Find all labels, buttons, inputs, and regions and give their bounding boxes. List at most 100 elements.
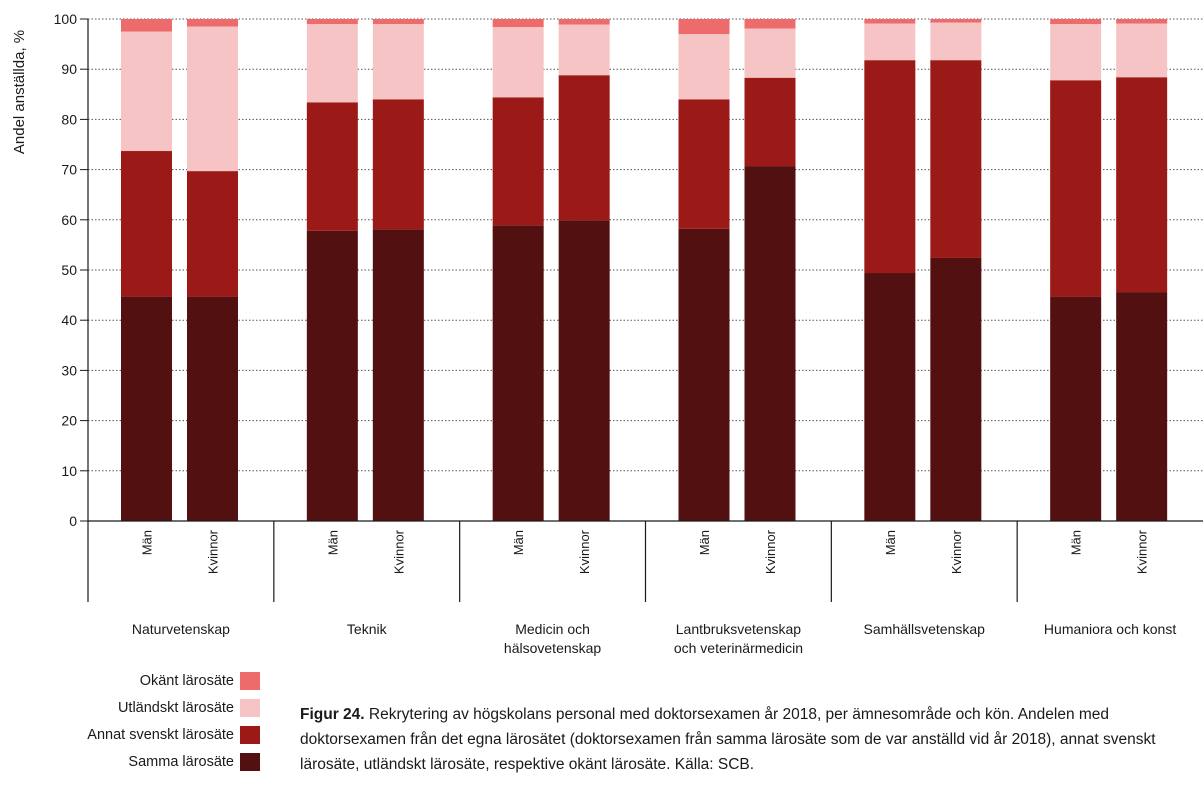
x-labels: Män Kvinnor Naturvetenskap Män Kvinnor Teknik… bbox=[132, 529, 1176, 656]
legend-item: Okänt lärosäte bbox=[40, 672, 270, 692]
y-tick-label: 40 bbox=[61, 312, 77, 328]
legend-label: Samma lärosäte bbox=[128, 754, 234, 770]
x-group-label: Humaniora och konst bbox=[1044, 621, 1176, 637]
y-tick-label: 30 bbox=[61, 362, 77, 378]
y-tick-label: 70 bbox=[61, 162, 77, 178]
y-ticks: 0 10 20 30 40 50 60 70 80 90 100 bbox=[54, 11, 88, 529]
bar-segment bbox=[678, 99, 730, 229]
bar-segment bbox=[1116, 292, 1168, 521]
bar-segment bbox=[864, 60, 916, 274]
bar-segment bbox=[372, 19, 424, 25]
bar-segment bbox=[744, 166, 796, 521]
x-group-label: Samhällsvetenskap bbox=[864, 621, 986, 637]
bar-segment bbox=[930, 60, 982, 258]
bar-segment bbox=[864, 23, 916, 61]
bar-segment bbox=[930, 22, 982, 61]
x-subcategory-label: Kvinnor bbox=[949, 529, 964, 574]
bar-segment bbox=[306, 102, 358, 231]
bar-segment bbox=[1050, 296, 1102, 521]
x-subcategory-label: Kvinnor bbox=[206, 529, 221, 574]
bar-segment bbox=[930, 19, 982, 23]
x-subcategory-label: Män bbox=[1069, 530, 1084, 555]
x-group-label: Naturvetenskap bbox=[132, 621, 230, 637]
x-subcategory-label: Män bbox=[325, 530, 340, 555]
legend-swatch bbox=[240, 672, 260, 690]
x-group-label: Lantbruksvetenskap bbox=[676, 621, 802, 637]
x-subcategory-label: Kvinnor bbox=[577, 529, 592, 574]
bar-segment bbox=[558, 75, 610, 221]
bar-segment bbox=[492, 27, 544, 98]
bar-segment bbox=[678, 19, 730, 35]
legend-swatch bbox=[240, 753, 260, 771]
bar-segment bbox=[558, 24, 610, 76]
bar-segment bbox=[678, 34, 730, 100]
figure-caption: Figur 24. Rekrytering av högskolans pers… bbox=[300, 702, 1190, 777]
legend-label: Annat svenskt lärosäte bbox=[87, 727, 234, 743]
legend-swatch bbox=[240, 726, 260, 744]
bar-segment bbox=[121, 19, 172, 32]
x-group-label: och veterinärmedicin bbox=[674, 640, 803, 656]
bar-segment bbox=[744, 19, 796, 29]
x-subcategory-label: Män bbox=[697, 530, 712, 555]
y-tick-label: 50 bbox=[61, 262, 77, 278]
grid-lines bbox=[88, 18, 1203, 472]
legend-label: Okänt lärosäte bbox=[139, 673, 234, 689]
y-tick-label: 20 bbox=[61, 413, 77, 429]
y-tick-label: 100 bbox=[54, 11, 78, 27]
x-subcategory-label: Kvinnor bbox=[1135, 529, 1150, 574]
x-subcategory-label: Män bbox=[511, 530, 526, 555]
bar-segment bbox=[1050, 19, 1102, 25]
bar-segment bbox=[121, 151, 172, 297]
x-subcategory-label: Män bbox=[140, 530, 155, 555]
caption-text: Rekrytering av högskolans personal med d… bbox=[300, 706, 1156, 773]
legend-item: Annat svenskt lärosäte bbox=[40, 726, 270, 746]
bar-segment bbox=[187, 171, 238, 297]
bar-segment bbox=[492, 19, 544, 28]
y-tick-label: 60 bbox=[61, 212, 77, 228]
x-subcategory-label: Män bbox=[883, 530, 898, 555]
bar-segment bbox=[372, 99, 424, 230]
bar-segment bbox=[678, 228, 730, 521]
legend-label: Utländskt lärosäte bbox=[117, 700, 234, 716]
legend-swatch bbox=[240, 699, 260, 717]
legend-item: Samma lärosäte bbox=[40, 753, 270, 773]
x-group-label: hälsovetenskap bbox=[504, 640, 602, 656]
y-tick-label: 90 bbox=[61, 61, 77, 77]
bar-segment bbox=[187, 296, 238, 521]
y-tick-label: 0 bbox=[69, 513, 77, 529]
y-tick-label: 80 bbox=[61, 111, 77, 127]
bar-segment bbox=[306, 230, 358, 521]
bars bbox=[121, 19, 1168, 521]
bar-segment bbox=[121, 296, 172, 521]
bar-segment bbox=[121, 31, 172, 152]
bar-segment bbox=[864, 19, 916, 24]
bar-segment bbox=[930, 257, 982, 521]
x-group-label: Medicin och bbox=[515, 621, 590, 637]
bar-segment bbox=[372, 229, 424, 521]
bar-segment bbox=[492, 97, 544, 226]
stacked-bar-chart: 0 10 20 30 40 50 60 70 80 90 100 Män Kvinnor Naturve… bbox=[11, 11, 1203, 656]
bar-segment bbox=[558, 220, 610, 521]
bar-segment bbox=[558, 19, 610, 25]
bar-segment bbox=[306, 19, 358, 25]
axes bbox=[87, 19, 1203, 602]
bar-segment bbox=[187, 26, 238, 172]
bar-segment bbox=[1050, 80, 1102, 297]
bar-segment bbox=[744, 28, 796, 78]
bar-segment bbox=[187, 19, 238, 27]
bar-segment bbox=[492, 225, 544, 521]
y-tick-label: 10 bbox=[61, 463, 77, 479]
bar-segment bbox=[306, 24, 358, 103]
bar-segment bbox=[372, 24, 424, 100]
x-subcategory-label: Kvinnor bbox=[391, 529, 406, 574]
bar-segment bbox=[1116, 77, 1168, 293]
x-group-label: Teknik bbox=[347, 621, 388, 637]
x-subcategory-label: Kvinnor bbox=[763, 529, 778, 574]
bar-segment bbox=[744, 77, 796, 167]
bar-segment bbox=[864, 273, 916, 521]
bar-segment bbox=[1116, 23, 1168, 78]
bar-segment bbox=[1050, 24, 1102, 81]
y-axis-label: Andel anställda, % bbox=[11, 30, 28, 154]
caption-label: Figur 24. bbox=[300, 706, 365, 723]
bar-segment bbox=[1116, 19, 1168, 24]
